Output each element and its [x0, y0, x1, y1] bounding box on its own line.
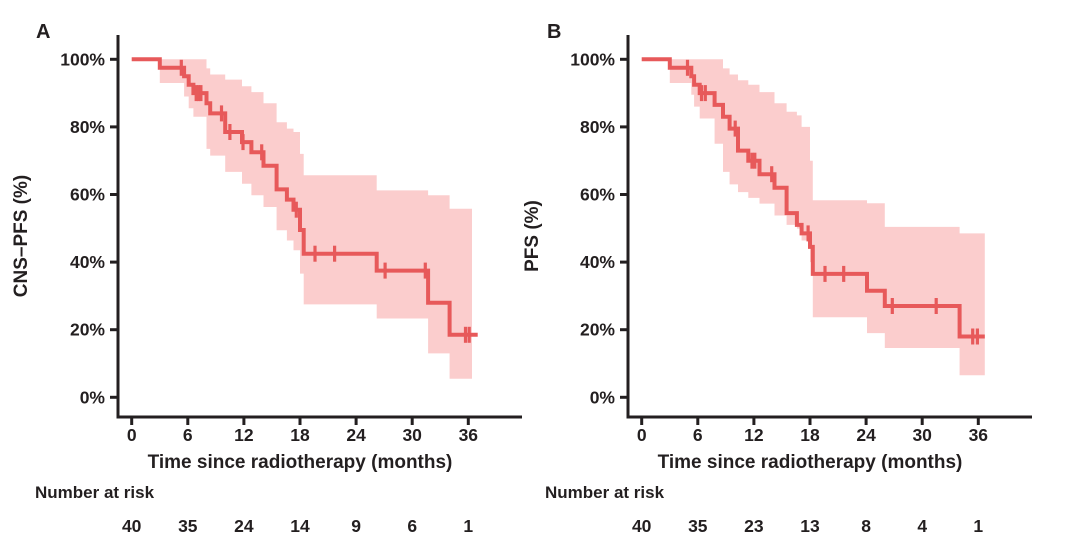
x-tick-label-a: 0	[127, 425, 137, 445]
y-axis-title-a: CNS–PFS (%)	[11, 175, 32, 297]
number-at-risk-header-b: Number at risk	[545, 483, 665, 502]
panel-label-a: A	[36, 21, 50, 43]
censor-marks-a	[179, 59, 471, 343]
x-tick-label-b: 30	[912, 425, 932, 445]
y-tick-label-a: 0%	[80, 387, 106, 407]
x-axis-title-a: Time since radiotherapy (months)	[148, 452, 453, 473]
y-tick-label-a: 80%	[70, 117, 105, 137]
number-at-risk-value-a: 40	[122, 516, 142, 536]
x-tick-label-a: 24	[346, 425, 366, 445]
number-at-risk-value-b: 4	[917, 516, 927, 536]
panel-a: 0% 20% 40% 60% 80% 100% 0 6 12 18 24 30 36 Time since…	[11, 21, 522, 536]
axes-b	[626, 35, 1032, 419]
panel-label-b: B	[547, 21, 561, 43]
y-tick-label-a: 60%	[70, 185, 105, 205]
number-at-risk-value-b: 8	[861, 516, 871, 536]
number-at-risk-value-b: 23	[744, 516, 764, 536]
number-at-risk-value-a: 24	[234, 516, 254, 536]
y-tick-label-b: 40%	[580, 252, 615, 272]
y-tick-label-b: 20%	[580, 320, 615, 340]
number-at-risk-value-a: 35	[178, 516, 198, 536]
x-tick-label-a: 36	[459, 425, 479, 445]
x-tick-label-b: 24	[856, 425, 876, 445]
y-tick-label-b: 0%	[590, 387, 616, 407]
km-curve-a	[131, 57, 478, 337]
number-at-risk-value-b: 40	[632, 516, 652, 536]
number-at-risk-value-a: 9	[351, 516, 361, 536]
number-at-risk-header-a: Number at risk	[35, 483, 155, 502]
censor-marks-b	[685, 59, 980, 345]
x-tick-label-a: 30	[402, 425, 422, 445]
confidence-band-b	[669, 59, 985, 376]
y-axis-title-b: PFS (%)	[522, 200, 543, 272]
number-at-risk-value-b: 35	[688, 516, 708, 536]
axes-a	[116, 35, 522, 419]
y-tick-label-b: 60%	[580, 185, 615, 205]
number-at-risk-value-a: 6	[407, 516, 417, 536]
x-axis-title-b: Time since radiotherapy (months)	[658, 452, 963, 473]
number-at-risk-value-b: 13	[800, 516, 820, 536]
x-tick-label-b: 36	[969, 425, 989, 445]
number-at-risk-value-b: 1	[973, 516, 983, 536]
y-tick-label-b: 100%	[570, 49, 615, 69]
y-tick-label-b: 80%	[580, 117, 615, 137]
x-tick-label-a: 12	[234, 425, 254, 445]
x-tick-label-b: 12	[744, 425, 764, 445]
confidence-band-a	[159, 59, 473, 379]
y-tick-label-a: 40%	[70, 252, 105, 272]
x-tick-label-a: 6	[183, 425, 193, 445]
x-tick-label-b: 0	[637, 425, 647, 445]
km-curve-b	[641, 57, 985, 339]
y-tick-label-a: 20%	[70, 320, 105, 340]
number-at-risk-value-a: 14	[290, 516, 310, 536]
y-tick-label-a: 100%	[60, 49, 105, 69]
x-tick-label-b: 6	[693, 425, 703, 445]
x-tick-label-a: 18	[290, 425, 310, 445]
x-tick-label-b: 18	[800, 425, 820, 445]
number-at-risk-value-a: 1	[463, 516, 473, 536]
